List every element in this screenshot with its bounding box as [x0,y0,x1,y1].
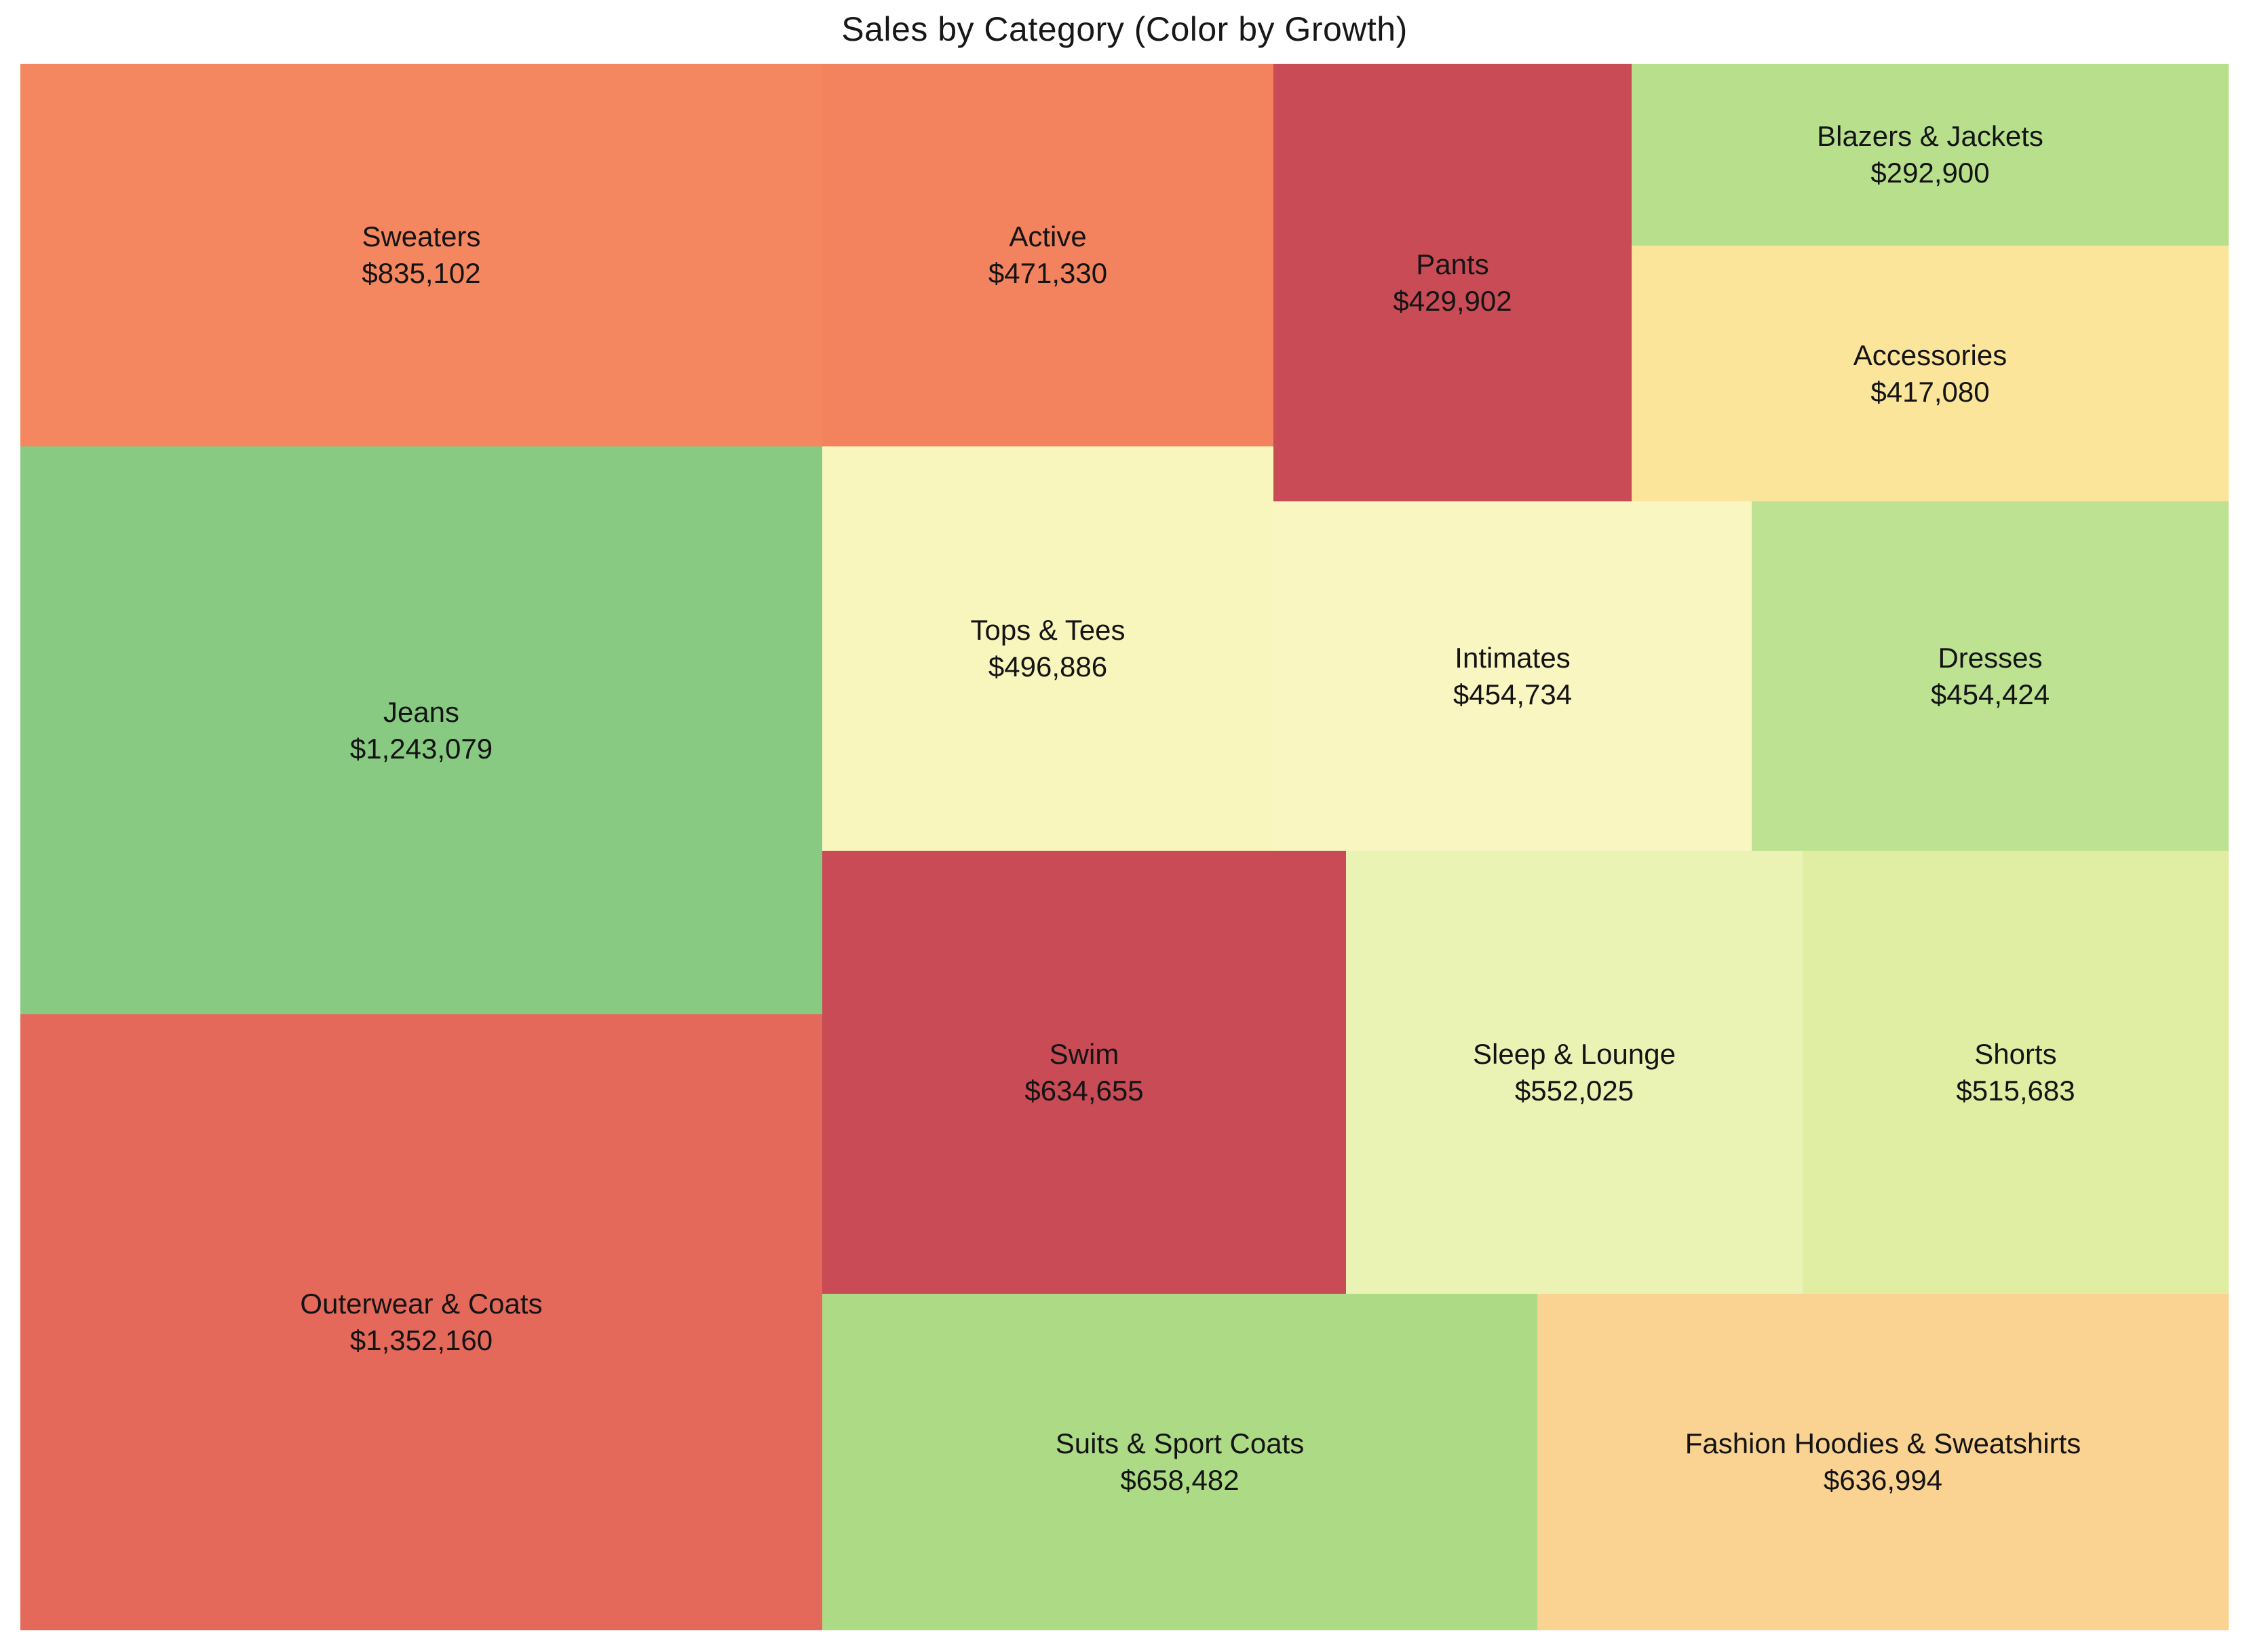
treemap-tile-shorts: Shorts $515,683 [1803,851,2229,1294]
tile-label: Jeans [383,695,460,728]
treemap-tile-tops-and-tees: Tops & Tees $496,886 [822,446,1273,851]
treemap-tile-pants: Pants $429,902 [1273,64,1632,501]
tile-value: $636,994 [1823,1464,1943,1496]
treemap-plot-area: Sweaters $835,102 Active $471,330 Pants $429,… [20,64,2229,1630]
treemap-tile-accessories: Accessories $417,080 [1632,246,2229,501]
treemap-tile-suits-and-sport-coats: Suits & Sport Coats $658,482 [822,1294,1537,1630]
tile-value: $496,886 [988,651,1108,683]
tile-label: Pants [1416,248,1489,280]
tile-value: $471,330 [988,257,1108,289]
tile-label: Dresses [1938,641,2043,674]
tile-value: $1,352,160 [349,1324,493,1356]
tile-label: Shorts [1974,1037,2057,1070]
treemap-tile-outerwear-and-coats: Outerwear & Coats $1,352,160 [20,1014,822,1630]
tile-value: $552,025 [1514,1074,1634,1107]
tile-label: Sleep & Lounge [1473,1037,1676,1070]
treemap-tile-jeans: Jeans $1,243,079 [20,446,822,1014]
treemap-tile-swim: Swim $634,655 [822,851,1346,1294]
tile-value: $454,424 [1930,678,2050,710]
treemap-tile-dresses: Dresses $454,424 [1752,501,2229,851]
tile-label: Swim [1049,1037,1119,1070]
treemap-tile-active: Active $471,330 [822,64,1273,446]
tile-value: $835,102 [362,257,481,289]
chart-title: Sales by Category (Color by Growth) [841,10,1408,48]
tile-label: Tops & Tees [970,614,1126,647]
tile-label: Intimates [1455,641,1571,674]
tile-label: Active [1009,220,1087,253]
tile-label: Suits & Sport Coats [1055,1427,1305,1460]
tile-value: $658,482 [1120,1464,1239,1496]
treemap-tile-sleep-and-lounge: Sleep & Lounge $552,025 [1346,851,1803,1294]
tile-value: $515,683 [1956,1074,2075,1107]
tile-value: $417,080 [1870,375,1990,408]
tile-label: Outerwear & Coats [300,1288,543,1320]
tile-value: $1,243,079 [349,732,493,765]
treemap-tile-intimates: Intimates $454,734 [1273,501,1752,851]
treemap-tile-sweaters: Sweaters $835,102 [20,64,822,446]
tile-label: Blazers & Jackets [1817,120,2043,153]
tile-label: Accessories [1853,339,2007,371]
tile-value: $634,655 [1024,1074,1144,1107]
tile-label: Fashion Hoodies & Sweatshirts [1685,1427,2081,1460]
tile-value: $429,902 [1393,284,1512,317]
tile-value: $292,900 [1870,157,1990,189]
treemap-tile-blazers-and-jackets: Blazers & Jackets $292,900 [1632,64,2229,246]
tile-value: $454,734 [1453,678,1573,710]
treemap-tile-fashion-hoodies-and-sweatshirts: Fashion Hoodies & Sweatshirts $636,994 [1537,1294,2229,1630]
tile-label: Sweaters [362,220,481,253]
